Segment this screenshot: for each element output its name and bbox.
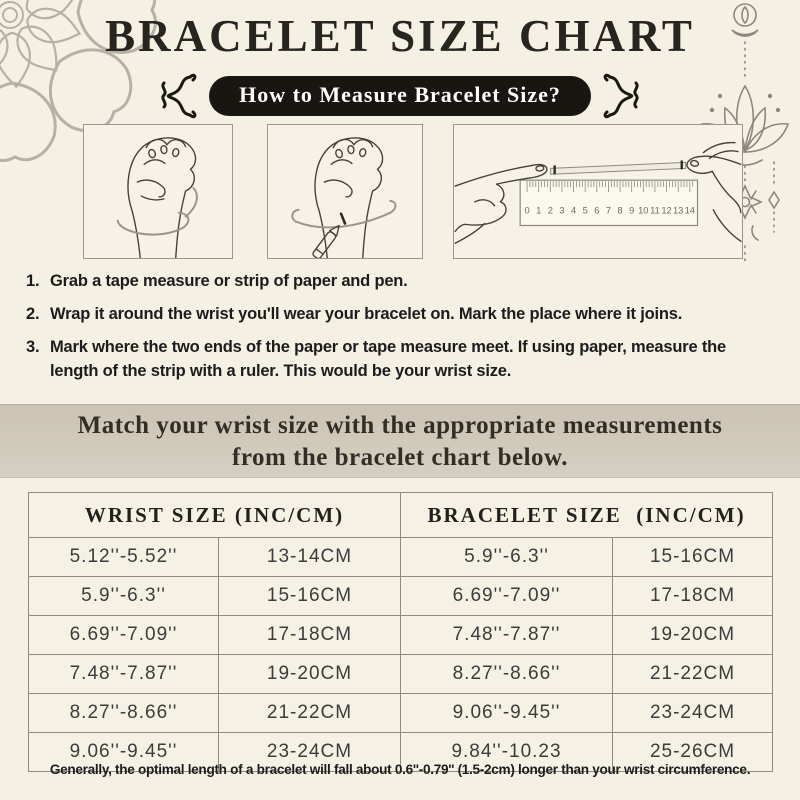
illustration-mark-pen [267,124,423,259]
step-text: Grab a tape measure or strip of paper an… [50,272,408,290]
table-cell: 17-18CM [217,615,402,655]
ruler-number: 1 [536,206,541,216]
step-number: 3. [26,337,40,356]
ruler-number: 9 [629,206,634,216]
ruler-number: 6 [594,206,599,216]
curly-flourish-icon [161,73,197,119]
hand-with-pen-icon [291,137,397,258]
table-cell: 19-20CM [217,654,402,694]
paper-strip [550,161,687,175]
table-cell: 8.27''-8.66'' [400,654,614,694]
table-cell: 21-22CM [217,693,402,733]
hand-with-tape-icon [116,137,198,258]
wrist-size-header: WRIST SIZE (INC/CM) [27,492,402,538]
how-to-measure-header: How to Measure Bracelet Size? [0,69,800,123]
how-to-measure-pill: How to Measure Bracelet Size? [209,76,591,116]
ruler-number: 7 [606,206,611,216]
ruler-number: 12 [661,206,671,216]
table-cell: 5.9''-6.3'' [400,537,614,577]
illustration-wrap-tape [83,124,233,259]
table-cell: 9.06''-9.45'' [400,693,614,733]
ruler-number: 14 [685,206,695,216]
table-cell: 7.48''-7.87'' [400,615,614,655]
table-cell: 25-26CM [612,732,774,772]
table-cell: 15-16CM [217,576,402,616]
table-row: 5.12''-5.52'' 13-14CM 5.9''-6.3'' 15-16CM [28,537,774,577]
step-2: 2. Wrap it around the wrist you'll wear … [26,303,778,327]
page-title: BRACELET SIZE CHART [105,11,695,61]
step-text: Mark where the two ends of the paper or … [50,337,726,380]
ruler-numbers: 0 1 2 3 4 5 6 7 8 9 10 11 12 13 14 [524,206,695,216]
table-cell: 6.69''-7.09'' [28,615,219,655]
match-banner-line2: from the bracelet chart below. [232,444,568,471]
step-1: 1. Grab a tape measure or strip of paper… [26,270,778,294]
table-cell: 13-14CM [217,537,402,577]
size-table-body: 5.12''-5.52'' 13-14CM 5.9''-6.3'' 15-16CM 5.… [28,537,774,772]
step-3: 3. Mark where the two ends of the paper … [26,336,778,384]
size-table: WRIST SIZE (INC/CM) BRACELET SIZE (INC/C… [27,492,774,772]
step-number: 2. [26,304,40,323]
table-cell: 6.69''-7.09'' [400,576,614,616]
ruler-number: 5 [583,206,588,216]
ruler-number: 0 [524,206,529,216]
ruler-number: 8 [617,206,622,216]
ruler-ticks [526,181,694,192]
ruler-number: 3 [559,206,564,216]
table-cell: 23-24CM [217,732,402,772]
table-cell: 21-22CM [612,654,774,694]
table-cell: 8.27''-8.66'' [28,693,219,733]
illustration-ruler: 0 1 2 3 4 5 6 7 8 9 10 11 12 13 14 [453,124,743,259]
step-number: 1. [26,272,40,290]
mandala-flower-icon [0,0,157,162]
table-cell: 5.12''-5.52'' [28,537,219,577]
ruler-number: 4 [571,206,576,216]
table-cell: 5.9''-6.3'' [28,576,219,616]
match-banner-line1: Match your wrist size with the appropria… [77,412,723,439]
table-cell: 15-16CM [612,537,774,577]
table-cell: 19-20CM [612,615,774,655]
ruler-number: 2 [548,206,553,216]
ruler-number: 13 [673,206,683,216]
table-cell: 7.48''-7.87'' [28,654,219,694]
table-row: 5.9''-6.3'' 15-16CM 6.69''-7.09'' 17-18CM [28,576,774,616]
instruction-steps: 1. Grab a tape measure or strip of paper… [26,270,778,393]
table-row: 9.06''-9.45'' 23-24CM 9.84''-10.23 25-26CM [28,732,774,772]
footer-note: Generally, the optimal length of a brace… [49,762,751,777]
table-cell: 9.84''-10.23 [400,732,614,772]
table-row: 7.48''-7.87'' 19-20CM 8.27''-8.66'' 21-22CM [28,654,774,694]
match-banner: Match your wrist size with the appropria… [0,404,800,478]
bracelet-size-header: BRACELET SIZE (INC/CM) [400,492,774,538]
table-row: 8.27''-8.66'' 21-22CM 9.06''-9.45'' 23-24CM [28,693,774,733]
ruler-number: 10 [638,206,648,216]
table-cell: 17-18CM [612,576,774,616]
hands-ruler-icon: 0 1 2 3 4 5 6 7 8 9 10 11 12 13 14 [454,141,742,244]
table-cell: 23-24CM [612,693,774,733]
step-text: Wrap it around the wrist you'll wear you… [50,304,683,323]
curly-flourish-icon [603,73,639,119]
table-cell: 9.06''-9.45'' [28,732,219,772]
table-row: 6.69''-7.09'' 17-18CM 7.48''-7.87'' 19-20CM [28,615,774,655]
ruler-number: 11 [650,206,660,216]
table-header-row: WRIST SIZE (INC/CM) BRACELET SIZE (INC/C… [27,492,774,538]
